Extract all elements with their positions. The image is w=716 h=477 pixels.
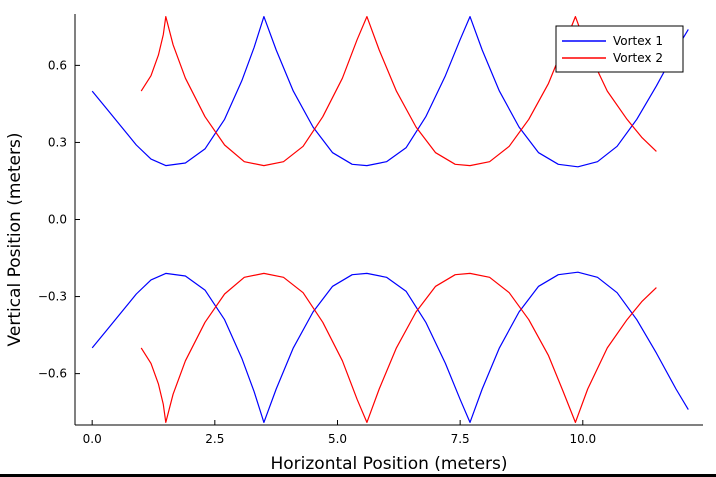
- legend-box: [555, 25, 684, 73]
- series-1-line-lower: [91, 271, 689, 423]
- legend[interactable]: Vortex 1 Vortex 2: [555, 25, 684, 73]
- y-tick-label: −0.3: [38, 290, 67, 304]
- x-tick-label: 7.5: [451, 432, 470, 446]
- x-ticks: 0.0 2.5 5.0 7.5 10.0: [83, 420, 596, 446]
- bottom-divider: [0, 474, 716, 477]
- x-tick-label: 2.5: [205, 432, 224, 446]
- x-axis-label: Horizontal Position (meters): [270, 454, 507, 474]
- y-tick-label: 0.0: [48, 213, 67, 227]
- series-1-line-upper: [91, 16, 689, 168]
- x-tick-label: 0.0: [83, 432, 102, 446]
- y-tick-label: 0.6: [48, 58, 67, 72]
- y-tick-label: 0.3: [48, 135, 67, 149]
- series-layer: [91, 16, 689, 423]
- legend-label-2: Vortex 2: [613, 51, 663, 65]
- y-tick-label: −0.6: [38, 367, 67, 381]
- y-axis-label: Vertical Position (meters): [5, 133, 25, 347]
- series-2-line-lower: [140, 272, 657, 423]
- x-tick-label: 5.0: [328, 432, 347, 446]
- y-ticks: −0.6 −0.3 0.0 0.3 0.6: [38, 58, 80, 381]
- legend-label-1: Vortex 1: [613, 34, 663, 48]
- x-tick-label: 10.0: [569, 432, 596, 446]
